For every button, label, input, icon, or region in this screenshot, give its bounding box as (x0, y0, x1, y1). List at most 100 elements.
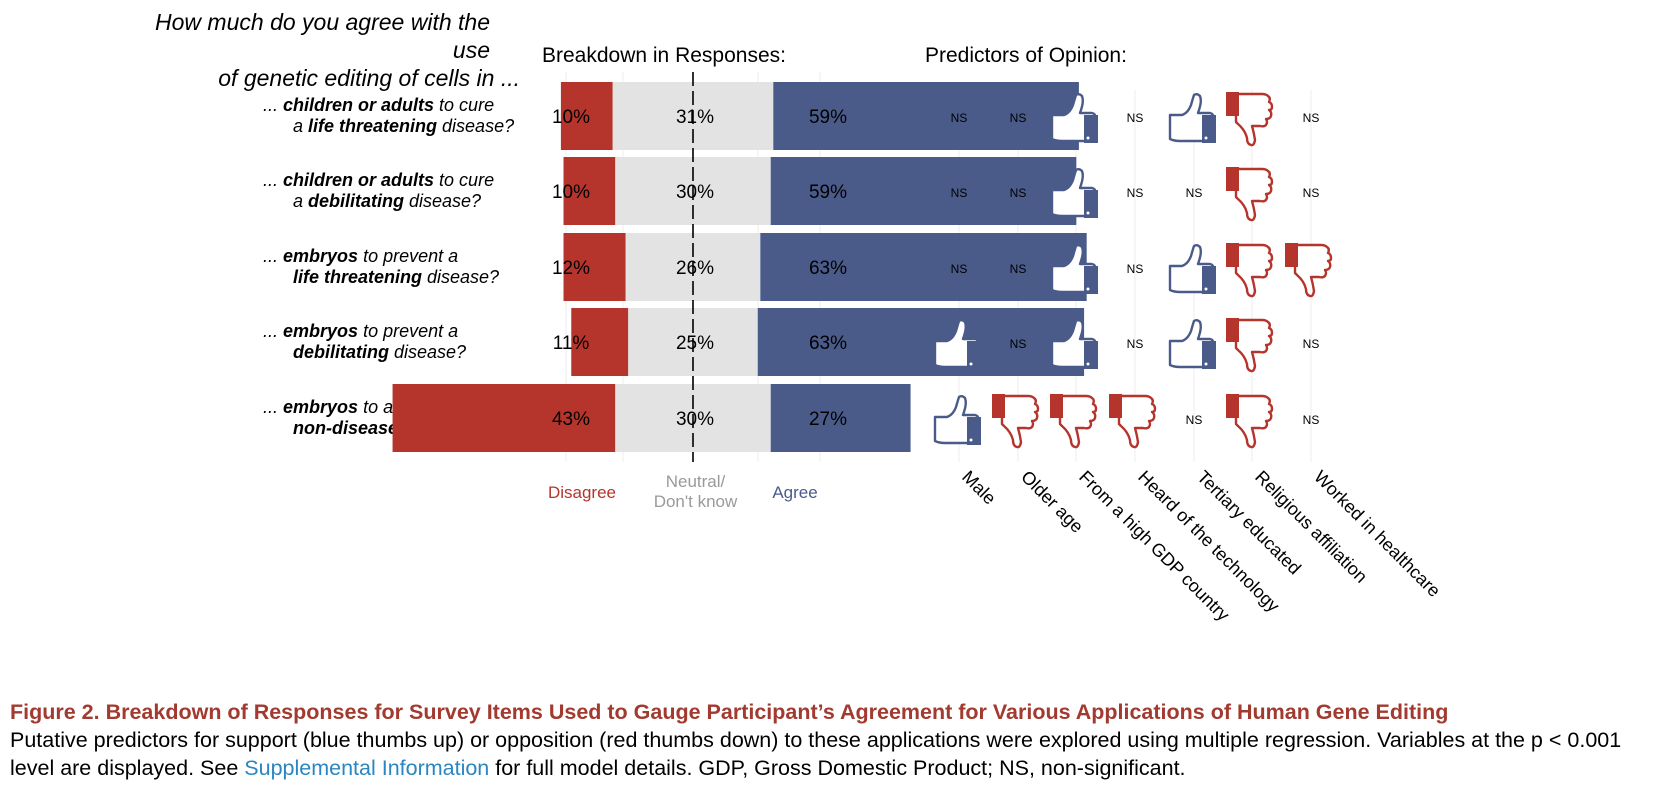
ns-label: NS (1303, 337, 1320, 351)
thumbs-down-hand (1234, 394, 1274, 449)
thumbs-up-dot (1086, 211, 1090, 215)
item-label-emphasis: life threatening (308, 116, 438, 136)
item-label-text: a (293, 191, 309, 211)
bar-agree (770, 384, 911, 452)
item-label-text: ... (263, 95, 284, 115)
bar-disagree (563, 157, 616, 225)
ns-label: NS (1127, 186, 1144, 200)
thumbs-up-dot (969, 438, 973, 442)
thumbs-up-cuff (1084, 266, 1098, 294)
item-label-line1: ... embryos to prevent a (263, 321, 466, 342)
bar-disagree (571, 308, 629, 376)
question-header: How much do you agree with the use of ge… (130, 8, 520, 92)
label-agree: 63% (809, 258, 847, 279)
question-header-line1: How much do you agree with the use (155, 9, 490, 63)
caption-text-before: Putative predictors for support (blue th… (10, 728, 1622, 780)
thumbs-up-cuff (1202, 115, 1216, 143)
thumbs-down-hand (1234, 318, 1274, 373)
thumbs-up-dot (1204, 362, 1208, 366)
thumbs-up-icon (1168, 93, 1216, 143)
thumbs-up-dot (1204, 136, 1208, 140)
label-neutral: 31% (676, 107, 714, 128)
ns-label: NS (1010, 337, 1027, 351)
legend-disagree: Disagree (530, 483, 634, 503)
thumbs-up-icon (933, 395, 981, 445)
legend-neutral-line1: Neutral/ (665, 472, 726, 491)
legend-agree-text: Agree (772, 483, 818, 502)
legend-neutral: Neutral/ Don't know (638, 472, 753, 512)
bar-agree (770, 157, 1077, 225)
thumbs-down-hand (1234, 243, 1274, 298)
item-label-text: ... (263, 246, 284, 266)
ns-label: NS (1127, 262, 1144, 276)
label-disagree: 10% (552, 107, 590, 128)
thumbs-up-icon (1168, 319, 1216, 369)
ns-label: NS (951, 186, 968, 200)
thumbs-down-cuff (1226, 243, 1239, 267)
item-label-text: ... (263, 321, 284, 341)
ns-label: NS (1303, 186, 1320, 200)
item-label-line2: life threatening disease? (263, 267, 499, 288)
label-neutral: 26% (676, 258, 714, 279)
label-neutral: 30% (676, 182, 714, 203)
predictor-column-label: Male (958, 467, 1000, 509)
item-label-text: to cure (434, 95, 495, 115)
item-label-text: disease? (404, 191, 482, 211)
item-label-line2: debilitating disease? (263, 342, 466, 363)
item-label-text: ... (263, 397, 284, 417)
thumbs-down-icon (1226, 92, 1274, 147)
thumbs-down-hand (1234, 92, 1274, 147)
bar-disagree (563, 233, 626, 301)
legend-disagree-text: Disagree (547, 483, 617, 502)
predictor-column-label: Religious affiliation (1251, 467, 1371, 587)
item-label-text: disease? (437, 116, 515, 136)
thumbs-down-hand (1234, 167, 1274, 222)
item-label-text: to prevent a (358, 321, 459, 341)
thumbs-up-cuff (1202, 341, 1216, 369)
item-label-text: disease? (422, 267, 500, 287)
thumbs-down-hand (1058, 394, 1098, 449)
label-agree: 63% (809, 333, 847, 354)
caption-text-after: for full model details. GDP, Gross Domes… (489, 756, 1186, 780)
label-disagree: 12% (552, 258, 590, 279)
predictor-column-label: Tertiary educated (1193, 467, 1305, 579)
ns-label: NS (1010, 111, 1027, 125)
item-label-emphasis: children or adults (283, 170, 435, 190)
thumbs-down-cuff (1226, 167, 1239, 191)
thumbs-down-cuff (1050, 394, 1063, 418)
ns-label: NS (1186, 413, 1203, 427)
thumbs-up-dot (1086, 362, 1090, 366)
thumbs-down-icon (1226, 318, 1274, 373)
thumbs-down-cuff (1226, 92, 1239, 116)
thumbs-down-icon (992, 394, 1040, 449)
item-label-text: to prevent a (358, 246, 459, 266)
ns-label: NS (1303, 413, 1320, 427)
item-label-text: a (293, 116, 309, 136)
item-label-emphasis: debilitating (308, 191, 405, 211)
ns-label: NS (1010, 262, 1027, 276)
item-label-line1: ... embryos to prevent a (263, 246, 499, 267)
thumbs-up-icon (1050, 319, 1098, 369)
label-agree: 27% (809, 409, 847, 430)
thumbs-down-icon (1050, 394, 1098, 449)
supplemental-information-link[interactable]: Supplemental Information (244, 756, 490, 780)
thumbs-down-hand (1000, 394, 1040, 449)
thumbs-down-icon (1109, 394, 1157, 449)
ns-label: NS (951, 111, 968, 125)
thumbs-down-icon (1226, 243, 1274, 298)
thumbs-down-cuff (1226, 394, 1239, 418)
ns-label: NS (1127, 111, 1144, 125)
thumbs-up-cuff (1084, 341, 1098, 369)
label-neutral: 25% (676, 333, 714, 354)
item-label: ... embryos to prevent a life threatening… (263, 246, 499, 288)
thumbs-down-cuff (1109, 394, 1122, 418)
thumbs-up-icon (1050, 244, 1098, 294)
thumbs-down-icon (1226, 394, 1274, 449)
item-label-line2: a debilitating disease? (263, 191, 494, 212)
thumbs-up-cuff (1084, 190, 1098, 218)
bar-disagree (392, 384, 616, 452)
caption-title: Figure 2. Breakdown of Responses for Sur… (10, 700, 1449, 724)
ns-label: NS (951, 262, 968, 276)
ns-label: NS (1127, 337, 1144, 351)
thumbs-up-cuff (967, 341, 981, 369)
